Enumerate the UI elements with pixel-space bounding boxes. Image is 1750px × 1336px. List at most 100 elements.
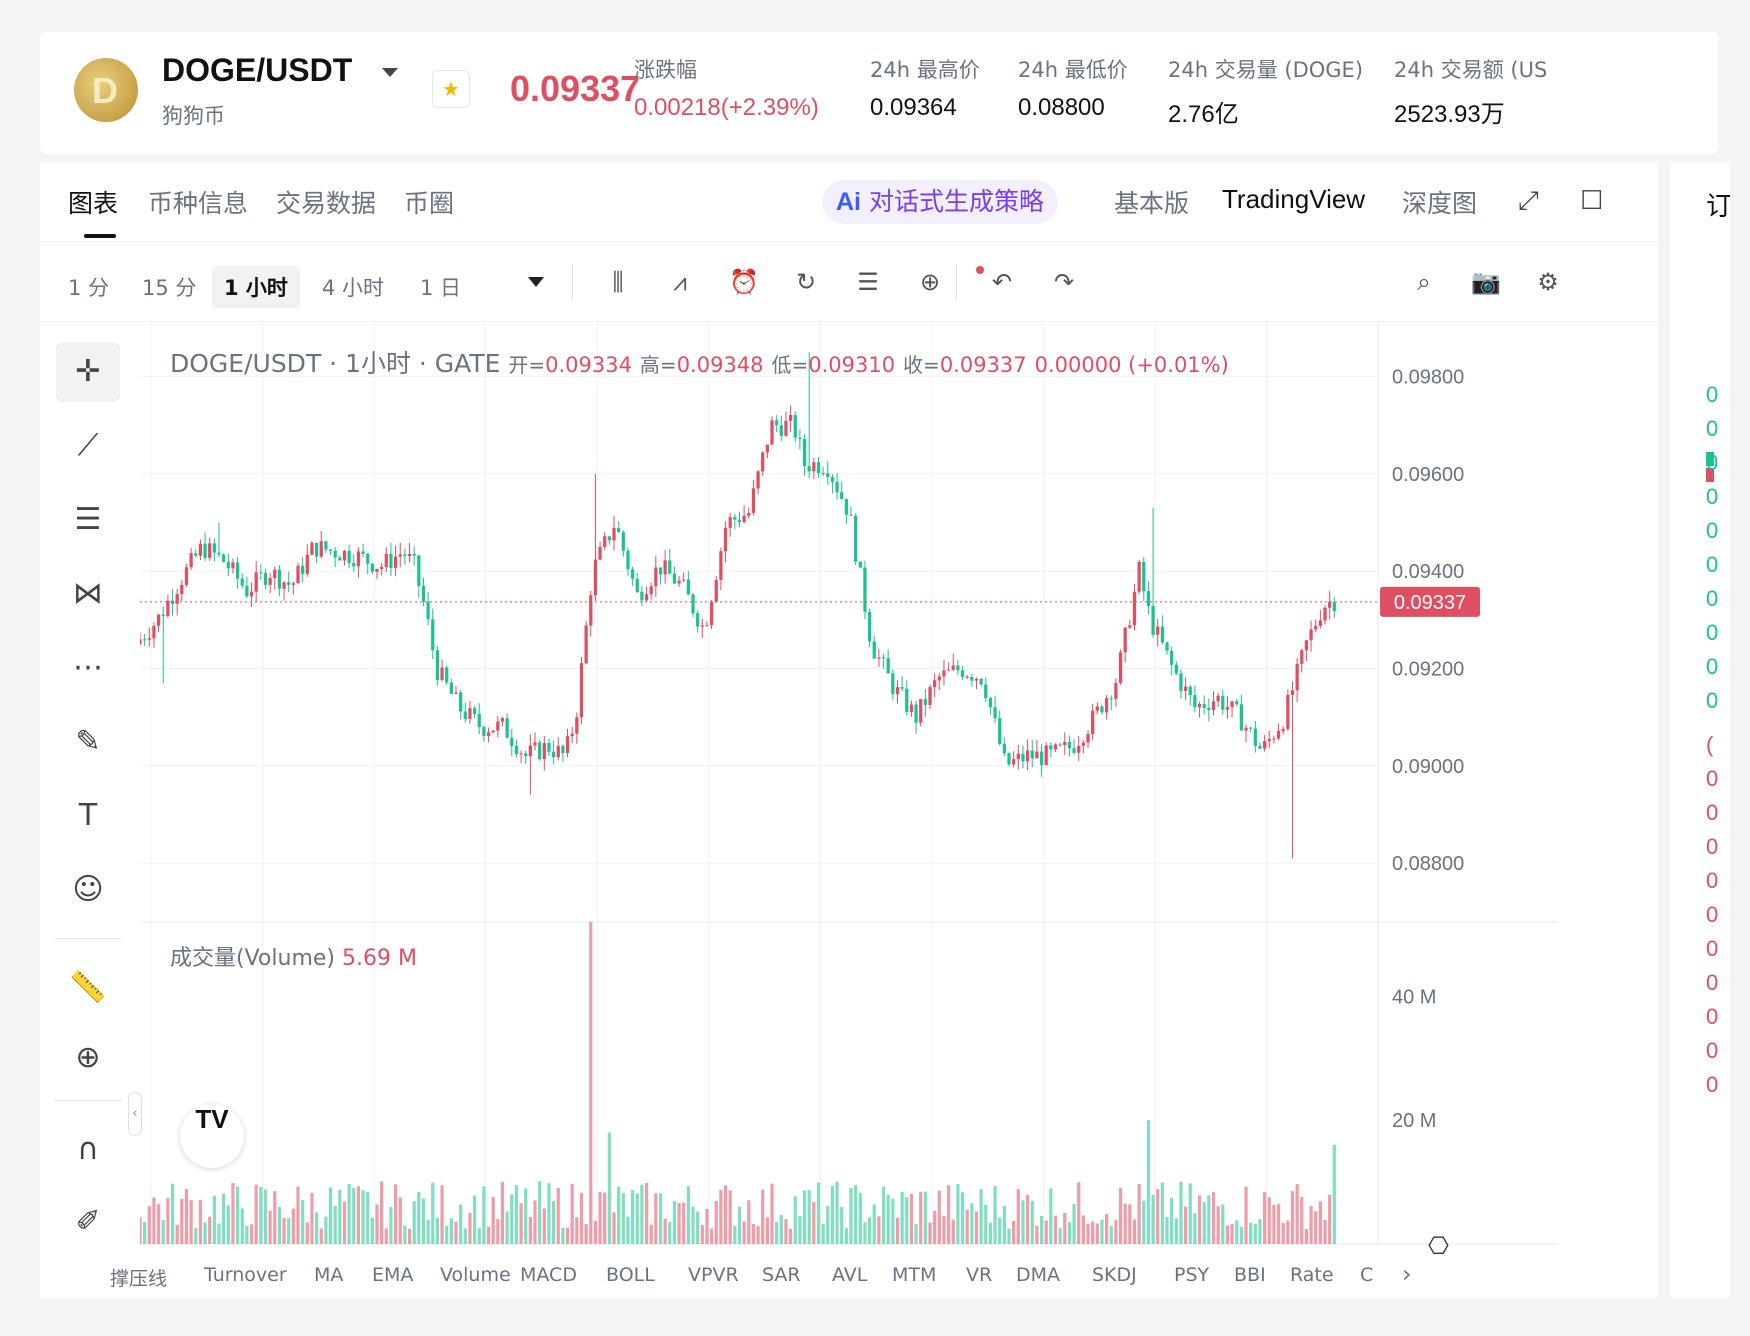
settings-gear-icon[interactable]: ⚙ [1537, 268, 1559, 296]
orderbook-row[interactable]: 0 [1706, 1038, 1719, 1063]
redo-icon[interactable]: ↷ [1053, 268, 1075, 296]
price-chart[interactable]: 0.09337 0.09800 0.09600 0.09400 0.09200 0.090… [140, 322, 1558, 1262]
indicator-dma[interactable]: DMA [1016, 1264, 1061, 1286]
mode-depth[interactable]: 深度图 [1402, 189, 1478, 218]
camera-icon[interactable]: 📷 [1471, 268, 1501, 296]
indicator-psy[interactable]: PSY [1174, 1264, 1210, 1286]
orderbook-row[interactable]: 0 [1706, 518, 1719, 543]
undo-icon[interactable]: ↶ [991, 268, 1013, 296]
replay-icon[interactable]: ↻ [795, 268, 817, 296]
indicator-avl[interactable]: AVL [832, 1264, 868, 1286]
indicator-turnover[interactable]: Turnover [204, 1264, 287, 1286]
candle-body [1035, 751, 1039, 759]
expand-icon[interactable]: ⤢ [1518, 186, 1539, 216]
orderbook-row[interactable]: 0 [1706, 654, 1719, 679]
alert-icon[interactable]: ⏰ [729, 268, 759, 296]
pattern-icon[interactable]: ⋈ [73, 576, 103, 611]
indicator-vr[interactable]: VR [966, 1264, 993, 1286]
indicator-skdj[interactable]: SKDJ [1092, 1264, 1137, 1286]
indicator-ma[interactable]: MA [314, 1264, 344, 1286]
orderbook-row[interactable]: 0 [1706, 450, 1719, 475]
candle-type-icon[interactable]: ⫼ [612, 268, 624, 296]
indicator-mtm[interactable]: MTM [892, 1264, 937, 1286]
collapse-toolbar-button[interactable]: ‹ [128, 1092, 142, 1136]
volume-bar [826, 1205, 830, 1244]
volume-bar [421, 1198, 426, 1244]
timeframe-1h[interactable]: 1 小时 [212, 266, 300, 308]
orderbook-sell-mode-icon[interactable] [1706, 468, 1714, 482]
add-indicator-icon[interactable]: ⊕ [919, 268, 941, 296]
timeframe-4h[interactable]: 4 小时 [322, 276, 385, 300]
zoom-in-icon[interactable]: ⊕ [75, 1040, 101, 1075]
orderbook-row[interactable]: 0 [1706, 800, 1719, 825]
indicator-boll[interactable]: BOLL [606, 1264, 655, 1286]
orderbook-row[interactable]: 0 [1706, 1004, 1719, 1029]
orderbook-row[interactable]: 0 [1706, 586, 1719, 611]
ruler-icon[interactable]: 📏 [69, 970, 107, 1005]
indicator-撑压线[interactable]: 撑压线 [110, 1268, 168, 1290]
indicator-volume[interactable]: Volume [440, 1264, 511, 1286]
orderbook-row[interactable]: 0 [1706, 416, 1719, 441]
lock-drawing-icon[interactable]: ✐ [75, 1204, 101, 1239]
candle-body [161, 614, 165, 616]
chevron-right-icon[interactable]: › [1402, 1260, 1412, 1288]
indicator-macd[interactable]: MACD [520, 1264, 577, 1286]
orderbook-row[interactable]: 0 [1706, 620, 1719, 645]
pair-selector[interactable]: DOGE/USDT [162, 52, 353, 88]
candle-body [570, 733, 574, 737]
orderbook-row[interactable]: 0 [1706, 484, 1719, 509]
brush-icon[interactable]: ✎ [75, 724, 101, 759]
mode-basic[interactable]: 基本版 [1114, 189, 1190, 218]
text-tool-icon[interactable]: T [78, 798, 98, 833]
stat-high: 24h 最高价 0.09364 [870, 54, 980, 122]
orderbook-row[interactable]: 0 [1706, 868, 1719, 893]
timeframe-1d[interactable]: 1 日 [420, 276, 462, 300]
orderbook-row[interactable]: 0 [1706, 970, 1719, 995]
chart-settings-icon[interactable]: ⎔ [1428, 1232, 1449, 1260]
indicator-rate[interactable]: Rate [1290, 1264, 1334, 1286]
favorite-star-icon[interactable]: ★ [432, 70, 470, 108]
indicators-icon[interactable]: ⩘ [673, 268, 687, 296]
orderbook-row[interactable]: 0 [1706, 834, 1719, 859]
timeframe-dropdown-icon[interactable] [528, 277, 544, 287]
volume-bar [617, 1186, 621, 1244]
indicator-c[interactable]: C [1360, 1264, 1374, 1286]
tradingview-logo-icon[interactable]: TV [180, 1104, 244, 1168]
orderbook-row[interactable]: 0 [1706, 766, 1719, 791]
orderbook-row[interactable]: 0 [1706, 382, 1719, 407]
layout-icon[interactable]: ☰ [857, 268, 879, 296]
tab-chart[interactable]: 图表 [68, 189, 119, 218]
tab-community[interactable]: 币圈 [404, 189, 455, 218]
orderbook-buy-mode-icon[interactable] [1706, 452, 1714, 466]
timeframe-1m[interactable]: 1 分 [68, 276, 110, 300]
projection-icon[interactable]: ⋯ [73, 650, 103, 685]
ai-strategy-button[interactable]: Ai 对话式生成策略 [822, 180, 1058, 224]
window-icon[interactable]: ☐ [1580, 186, 1604, 216]
candle-body [877, 657, 881, 659]
indicator-vpvr[interactable]: VPVR [688, 1264, 739, 1286]
volume-bar [654, 1193, 658, 1244]
magnet-icon[interactable]: ∩ [77, 1132, 99, 1167]
orderbook-row[interactable]: 0 [1706, 936, 1719, 961]
crosshair-icon[interactable]: ✛ [56, 342, 120, 402]
orderbook-row[interactable]: 0 [1706, 1072, 1719, 1097]
chevron-down-icon[interactable] [382, 68, 398, 77]
search-icon[interactable]: ⌕ [1417, 268, 1431, 296]
orderbook-row[interactable]: 0 [1706, 688, 1719, 713]
orderbook-row[interactable]: ( [1706, 732, 1714, 757]
trendline-icon[interactable]: ⟋ [77, 428, 99, 463]
candle-body [212, 543, 216, 553]
mode-tradingview[interactable]: TradingView [1222, 184, 1366, 214]
orderbook-row[interactable]: 0 [1706, 552, 1719, 577]
indicator-bbi[interactable]: BBI [1234, 1264, 1266, 1286]
timeframe-15m[interactable]: 15 分 [142, 276, 197, 300]
tab-coin-info[interactable]: 币种信息 [148, 189, 249, 218]
indicator-ema[interactable]: EMA [372, 1264, 414, 1286]
candle-body [477, 713, 481, 728]
fib-lines-icon[interactable]: ☰ [74, 502, 102, 537]
emoji-icon[interactable]: ☺ [72, 872, 104, 907]
orderbook-row[interactable]: 0 [1706, 902, 1719, 927]
indicator-sar[interactable]: SAR [762, 1264, 801, 1286]
volume-bar [514, 1185, 519, 1244]
tab-trade-data[interactable]: 交易数据 [276, 189, 377, 218]
